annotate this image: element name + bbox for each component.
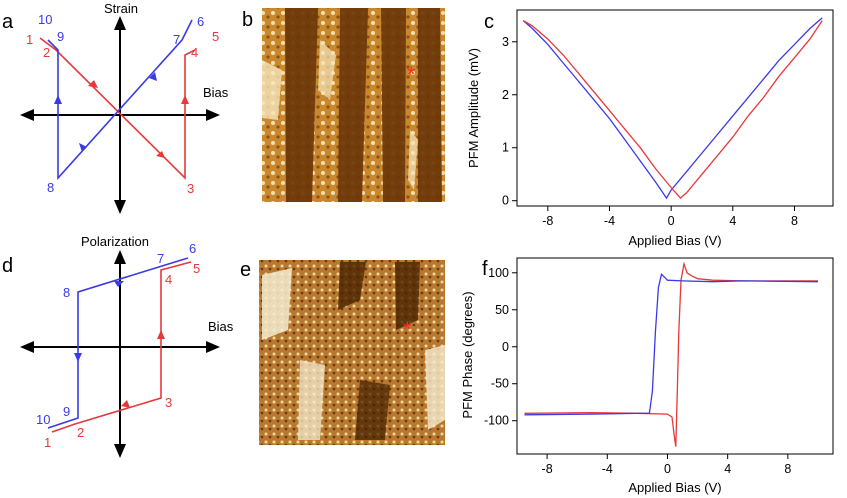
red-direction-arrow-icon (157, 330, 165, 339)
y-tick-label: 0 (502, 340, 509, 354)
point-label: 8 (47, 180, 54, 195)
plot-frame-c (516, 9, 834, 207)
panel-e: e * (240, 259, 445, 445)
point-label: 10 (36, 412, 50, 427)
point-label: 6 (189, 241, 196, 256)
y-tick-label: 0 (502, 194, 509, 208)
y-tick-label: 1 (502, 141, 509, 155)
red-direction-arrow-icon (181, 95, 189, 104)
blue-direction-arrow-icon (74, 353, 82, 362)
arrowhead-left-icon (20, 341, 34, 353)
red-direction-arrow-icon (121, 400, 130, 408)
point-label: 8 (63, 285, 70, 300)
red-direction-arrow-icon (88, 80, 98, 88)
point-label: 4 (165, 272, 172, 287)
point-label: 7 (173, 32, 180, 47)
x-tick-label: -8 (542, 214, 553, 228)
y-tick-label: -100 (484, 414, 509, 428)
panel-label-f: f (482, 258, 488, 280)
arrowhead-down-icon (114, 444, 126, 458)
point-label: 5 (212, 29, 219, 44)
pfm-phase-image (259, 260, 445, 445)
panel-d: d Polarization Bias 1 2 3 4 5 6 7 8 9 10 (2, 234, 234, 458)
series-line-1 (522, 17, 823, 200)
arrowhead-up-icon (114, 250, 126, 264)
point-label: 1 (44, 435, 51, 450)
arrowhead-right-icon (206, 109, 220, 121)
blue-direction-arrow-icon (114, 281, 124, 287)
series-line-2 (524, 273, 819, 416)
arrowhead-down-icon (114, 200, 126, 214)
red-polarization-path (51, 261, 192, 433)
location-marker-e: * (403, 317, 412, 342)
point-label: 9 (57, 29, 64, 44)
blue-polarization-path (47, 257, 189, 429)
x-tick-label: 4 (724, 462, 731, 476)
point-label: 2 (43, 45, 50, 60)
blue-direction-arrow-icon (54, 95, 62, 104)
panel-label-c: c (484, 11, 494, 33)
point-label: 1 (26, 32, 33, 47)
bias-axis-label: Bias (203, 85, 229, 100)
x-tick-label: 0 (668, 214, 675, 228)
x-ticks-f: -8 -4 0 4 8 (542, 454, 791, 476)
blue-strain-path (47, 19, 193, 181)
x-tick-label: 4 (729, 214, 736, 228)
x-ticks-c: -8 -4 0 4 8 (542, 206, 798, 228)
x-axis-label-f: Applied Bias (V) (628, 480, 721, 495)
series-f (524, 261, 819, 447)
x-tick-label: 8 (791, 214, 798, 228)
x-tick-label: -4 (602, 462, 613, 476)
y-tick-label: -50 (491, 377, 509, 391)
series-line-2 (522, 20, 823, 200)
x-tick-label: -8 (542, 462, 553, 476)
arrowhead-right-icon (206, 341, 220, 353)
location-marker-b: * (407, 62, 416, 87)
arrowhead-left-icon (20, 109, 34, 121)
red-strain-path (39, 37, 196, 180)
y-tick-label: 50 (495, 303, 509, 317)
point-label: 10 (38, 12, 52, 27)
point-label: 9 (63, 404, 70, 419)
panel-c: c -8 -4 0 4 8 0 1 2 3 Applied Bias (V) PFM Ampl… (466, 9, 834, 248)
y-tick-label: 2 (502, 88, 509, 102)
plot-frame-f (516, 257, 834, 455)
panel-label-b: b (242, 9, 253, 31)
panel-label-e: e (240, 259, 251, 281)
pfm-amplitude-image (262, 8, 445, 202)
x-tick-label: -4 (604, 214, 615, 228)
strain-axis-label: Strain (104, 1, 138, 16)
point-label: 3 (165, 395, 172, 410)
y-tick-label: 100 (488, 266, 509, 280)
blue-direction-arrow-icon (149, 72, 157, 81)
series-c (522, 17, 823, 200)
point-label: 4 (191, 45, 198, 60)
bias-axis-label: Bias (208, 319, 234, 334)
y-axis-label-f: PFM Phase (degrees) (460, 291, 475, 418)
y-ticks-f: 100 50 0 -50 -100 (484, 266, 517, 428)
panel-f: f -8 -4 0 4 8 100 50 0 -50 -100 Applied Bias (V)… (460, 257, 834, 495)
polarization-axis-label: Polarization (81, 234, 149, 249)
point-label: 3 (187, 181, 194, 196)
panel-label-d: d (2, 255, 13, 277)
x-tick-label: 0 (664, 462, 671, 476)
x-tick-label: 8 (784, 462, 791, 476)
y-ticks-c: 0 1 2 3 (502, 35, 517, 208)
x-axis-label-c: Applied Bias (V) (628, 233, 721, 248)
blue-direction-arrow-icon (79, 143, 87, 152)
series-line-1 (524, 261, 818, 447)
point-label: 6 (197, 14, 204, 29)
point-label: 2 (77, 425, 84, 440)
red-direction-arrow-icon (156, 151, 165, 158)
panel-b: b * (242, 8, 445, 202)
point-label: 5 (193, 261, 200, 276)
point-label: 7 (157, 251, 164, 266)
panel-a: a Strain Bias 1 2 3 4 5 6 7 8 9 10 (2, 1, 229, 214)
arrowhead-up-icon (114, 16, 126, 30)
y-axis-label-c: PFM Amplitude (mV) (466, 48, 481, 168)
panel-label-a: a (2, 11, 14, 33)
y-tick-label: 3 (502, 35, 509, 49)
